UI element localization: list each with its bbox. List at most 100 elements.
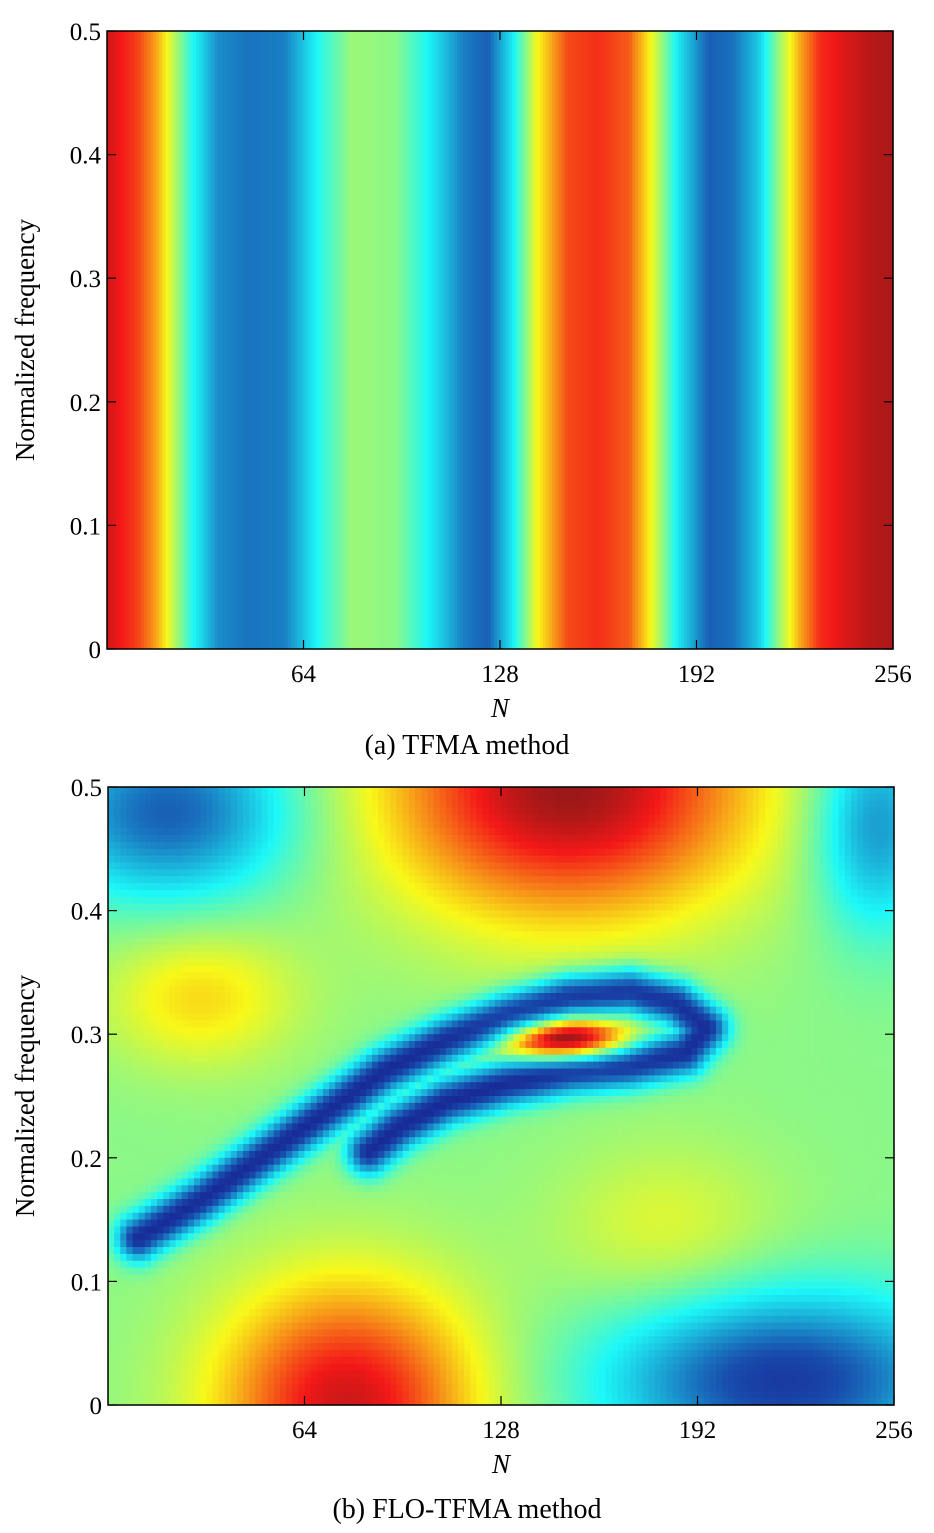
heatmap-a-column (776, 31, 780, 649)
heatmap-b-cell (593, 951, 600, 960)
heatmap-b-cell (531, 1027, 539, 1035)
heatmap-b-cell (556, 835, 564, 843)
heatmap-b-cell (372, 1027, 379, 1035)
heatmap-b-cell (758, 931, 766, 939)
heatmap-a-column (128, 31, 133, 649)
heatmap-b-cell (783, 931, 791, 939)
heatmap-b-cell (814, 972, 821, 980)
heatmap-b-cell (586, 821, 594, 829)
heatmap-b-cell (617, 869, 625, 877)
heatmap-b-cell (568, 800, 576, 809)
heatmap-b-cell (826, 910, 834, 919)
heatmap-b-cell (820, 876, 828, 884)
heatmap-b-cell (292, 979, 299, 987)
heatmap-b-cell (261, 993, 269, 1001)
heatmap-b-cell (691, 862, 699, 870)
heatmap-b-cell (114, 890, 121, 898)
heatmap-b-cell (820, 896, 828, 905)
heatmap-b-cell (617, 841, 625, 850)
heatmap-b-cell (501, 800, 508, 809)
heatmap-b-cell (120, 993, 128, 1001)
heatmap-b-cell (543, 841, 551, 850)
heatmap-b-cell (593, 979, 600, 987)
heatmap-b-cell (623, 862, 631, 870)
heatmap-b-cell (470, 841, 478, 850)
heatmap-b-cell (255, 876, 263, 884)
heatmap-b-cell (267, 979, 275, 987)
heatmap-b-cell (501, 979, 508, 987)
heatmap-b-cell (605, 793, 613, 802)
heatmap-b-cell (108, 965, 115, 973)
heatmap-b-cell (187, 890, 195, 898)
heatmap-b-cell (574, 910, 582, 919)
heatmap-b-cell (734, 938, 742, 946)
heatmap-b-cell (365, 1020, 373, 1028)
heatmap-b-cell (286, 1006, 293, 1015)
heatmap-b-cell (771, 807, 778, 816)
heatmap-b-cell (494, 862, 502, 870)
heatmap-b-cell (347, 821, 355, 829)
heatmap-b-cell (691, 972, 699, 980)
heatmap-b-cell (691, 965, 699, 973)
heatmap-b-cell (175, 1020, 183, 1028)
heatmap-b-cell (765, 890, 772, 898)
heatmap-b-cell (543, 876, 551, 884)
heatmap-b-cell (887, 979, 895, 987)
heatmap-b-cell (427, 1013, 435, 1022)
heatmap-b-cell (519, 841, 527, 850)
heatmap-b-cell (586, 814, 594, 822)
heatmap-b-cell (114, 938, 121, 946)
heatmap-b-cell (157, 883, 164, 891)
heatmap-b-cell (230, 944, 238, 953)
heatmap-b-cell (372, 917, 379, 925)
heatmap-b-cell (513, 835, 521, 843)
heatmap-b-cell (224, 1034, 232, 1042)
heatmap-b-cell (636, 965, 643, 973)
heatmap-b-cell (224, 903, 232, 912)
heatmap-b-cell (844, 979, 852, 987)
heatmap-b-cell (629, 814, 637, 822)
heatmap-b-cell (519, 890, 527, 898)
heatmap-b-cell (396, 972, 404, 980)
heatmap-b-cell (322, 883, 330, 891)
heatmap-b-cell (322, 910, 330, 919)
heatmap-b-cell (697, 890, 705, 898)
heatmap-b-cell (740, 1013, 748, 1022)
heatmap-b-cell (243, 999, 250, 1008)
heatmap-b-cell (316, 896, 324, 905)
heatmap-b-cell (439, 999, 447, 1008)
heatmap-b-cell (752, 1027, 760, 1035)
heatmap-b-cell (543, 821, 551, 829)
heatmap-b-cell (820, 965, 828, 973)
heatmap-b-cell (108, 821, 115, 829)
heatmap-b-cell (611, 869, 619, 877)
heatmap-b-cell (734, 848, 742, 857)
heatmap-b-cell (304, 958, 312, 967)
heatmap-b-cell (703, 835, 711, 843)
heatmap-b-cell (593, 862, 600, 870)
heatmap-b-cell (384, 876, 392, 884)
heatmap-b-cell (501, 1020, 508, 1028)
heatmap-b-cell (218, 979, 226, 987)
heatmap-b-cell (316, 910, 324, 919)
heatmap-b-cell (857, 965, 864, 973)
heatmap-b-cell (820, 835, 828, 843)
heatmap-b-cell (752, 958, 760, 967)
heatmap-b-cell (150, 972, 158, 980)
heatmap-b-cell (728, 848, 735, 857)
heatmap-b-cell (138, 814, 146, 822)
heatmap-b-cell (439, 958, 447, 967)
heatmap-b-cell (642, 814, 649, 822)
heatmap-b-cell (230, 793, 238, 802)
heatmap-b-cell (114, 965, 121, 973)
heatmap-b-cell (562, 1013, 570, 1022)
heatmap-b-cell (157, 821, 164, 829)
heatmap-b-cell (752, 807, 760, 816)
heatmap-b-cell (875, 800, 883, 809)
heatmap-b-cell (359, 993, 367, 1001)
heatmap-b-cell (372, 787, 379, 795)
heatmap-b-cell (617, 944, 625, 953)
heatmap-b-cell (365, 924, 373, 932)
heatmap-b-cell (550, 972, 557, 980)
heatmap-b-cell (464, 787, 471, 795)
